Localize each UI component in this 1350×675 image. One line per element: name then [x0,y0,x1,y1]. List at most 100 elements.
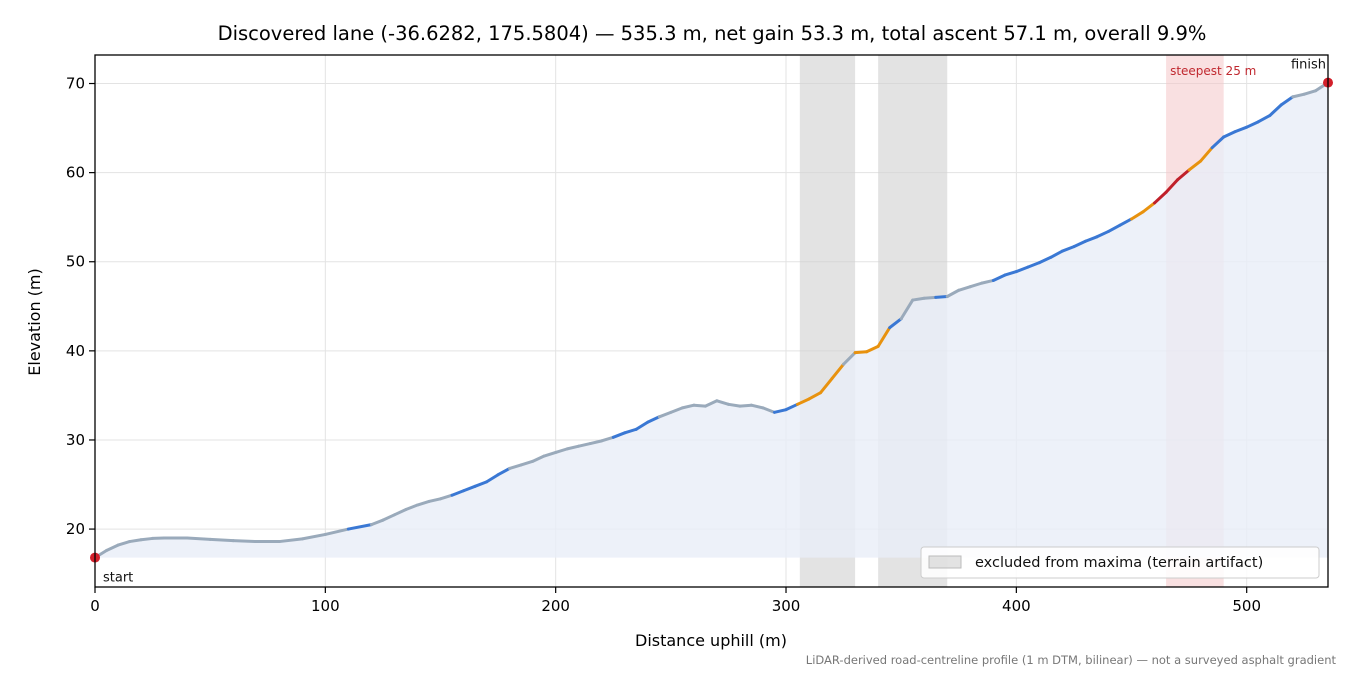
y-tick-label: 70 [66,75,85,93]
line-segment-flat [565,444,581,451]
line-segment-steep [876,326,892,348]
line-segment-moderate [1210,135,1226,150]
x-tick-label: 0 [90,597,100,615]
line-segment-flat [577,442,592,448]
line-segment-flat [968,281,984,289]
line-segment-flat [531,454,546,463]
line-segment-flat [911,296,926,302]
line-segment-steep [1130,210,1145,221]
line-segment-flat [139,536,155,542]
steepest-label: steepest 25 m [1170,64,1256,78]
line-segment-moderate [1095,229,1110,239]
line-segment-moderate [496,466,512,477]
line-segment-flat [439,493,454,501]
elevation-area-fill [95,82,1328,558]
line-segment-moderate [1279,95,1295,107]
line-segment-moderate [1014,265,1030,274]
line-segment-flat [369,518,385,527]
line-segment-flat [600,435,615,443]
line-segment-moderate [1026,261,1041,269]
line-segment-flat [185,536,212,541]
chart-title: Discovered lane (-36.6282, 175.5804) — 5… [218,22,1207,45]
line-segment-flat [231,539,258,544]
y-tick-label: 30 [66,431,85,449]
line-segment-flat [842,351,857,366]
line-segment-moderate [784,402,800,412]
line-segment-moderate [1233,125,1249,134]
line-segment-flat [1302,89,1318,96]
line-segment-moderate [611,431,627,439]
line-segment-flat [899,298,915,321]
line-segment-moderate [1049,249,1064,259]
line-segment-flat [277,537,304,544]
line-segment-moderate [1256,114,1272,124]
line-segment-flat [116,540,132,547]
annotations: start finish steepest 25 m [103,58,1326,586]
line-segment-moderate [1037,255,1053,265]
start-label: start [103,571,133,586]
line-segment-moderate [1060,245,1076,253]
y-tick-label: 50 [66,253,85,271]
line-segment-flat [519,459,535,467]
line-segment-moderate [1072,239,1087,249]
x-tick-label: 400 [1002,597,1031,615]
line-segment-moderate [1106,223,1122,233]
footnote: LiDAR-derived road-centreline profile (1… [806,653,1337,667]
line-segment-flat [588,439,604,446]
line-segment-flat [749,403,765,410]
line-segment-moderate [772,408,788,414]
y-tick-label: 20 [66,520,85,538]
line-segment-moderate [646,415,661,424]
line-segment-flat [554,447,569,454]
line-segment-moderate [991,273,1007,282]
line-segment-steep [807,391,823,401]
elevation-line [93,81,1330,560]
line-segment-moderate [1222,130,1237,139]
line-segment-moderate [634,420,650,431]
line-segment-flat [415,499,431,507]
line-segment-flat [703,399,719,408]
line-segment-moderate [450,489,466,497]
line-segment-moderate [346,523,373,531]
line-segment-steep [830,362,846,380]
line-segment-moderate [1118,217,1134,227]
line-segment-moderate [623,427,638,435]
line-segment-moderate [485,473,500,484]
line-segment-flat [208,537,235,543]
line-segment-steepest [1176,168,1191,182]
legend: excluded from maxima (terrain artifact) [920,546,1320,579]
line-segment-moderate [1083,235,1099,243]
x-axis-label: Distance uphill (m) [635,631,787,650]
legend-box [920,546,1320,579]
x-tick-label: 500 [1232,597,1261,615]
y-tick-label: 40 [66,342,85,360]
line-segment-flat [323,527,350,536]
line-segment-steepest [1153,190,1168,205]
line-segment-steep [1187,159,1203,172]
line-segment-flat [980,278,995,285]
line-segment-moderate [934,294,949,299]
axis-ticks: 0 100 200 300 400 500 20 30 40 50 60 70 [66,75,1261,615]
line-segment-moderate [888,317,903,330]
line-segment-steep [865,344,880,354]
line-segment-flat [657,410,673,419]
line-segment-flat [128,538,143,544]
line-segment-flat [945,288,961,298]
line-segment-moderate [1268,103,1283,118]
line-segment-flat [692,403,707,408]
line-segment-steep [819,376,834,395]
line-segment-flat [922,295,938,300]
line-segment-flat [738,403,753,408]
line-segment-moderate [1003,270,1018,277]
line-segment-flat [508,463,523,470]
line-segment-flat [761,406,776,414]
x-tick-label: 100 [311,597,340,615]
line-segment-flat [392,507,408,517]
line-segment-moderate [473,480,489,488]
line-segment-moderate [1245,120,1260,129]
line-segment-flat [427,497,443,503]
line-segment-flat [680,403,696,410]
line-segment-flat [1291,92,1306,99]
line-segment-steep [853,350,869,355]
